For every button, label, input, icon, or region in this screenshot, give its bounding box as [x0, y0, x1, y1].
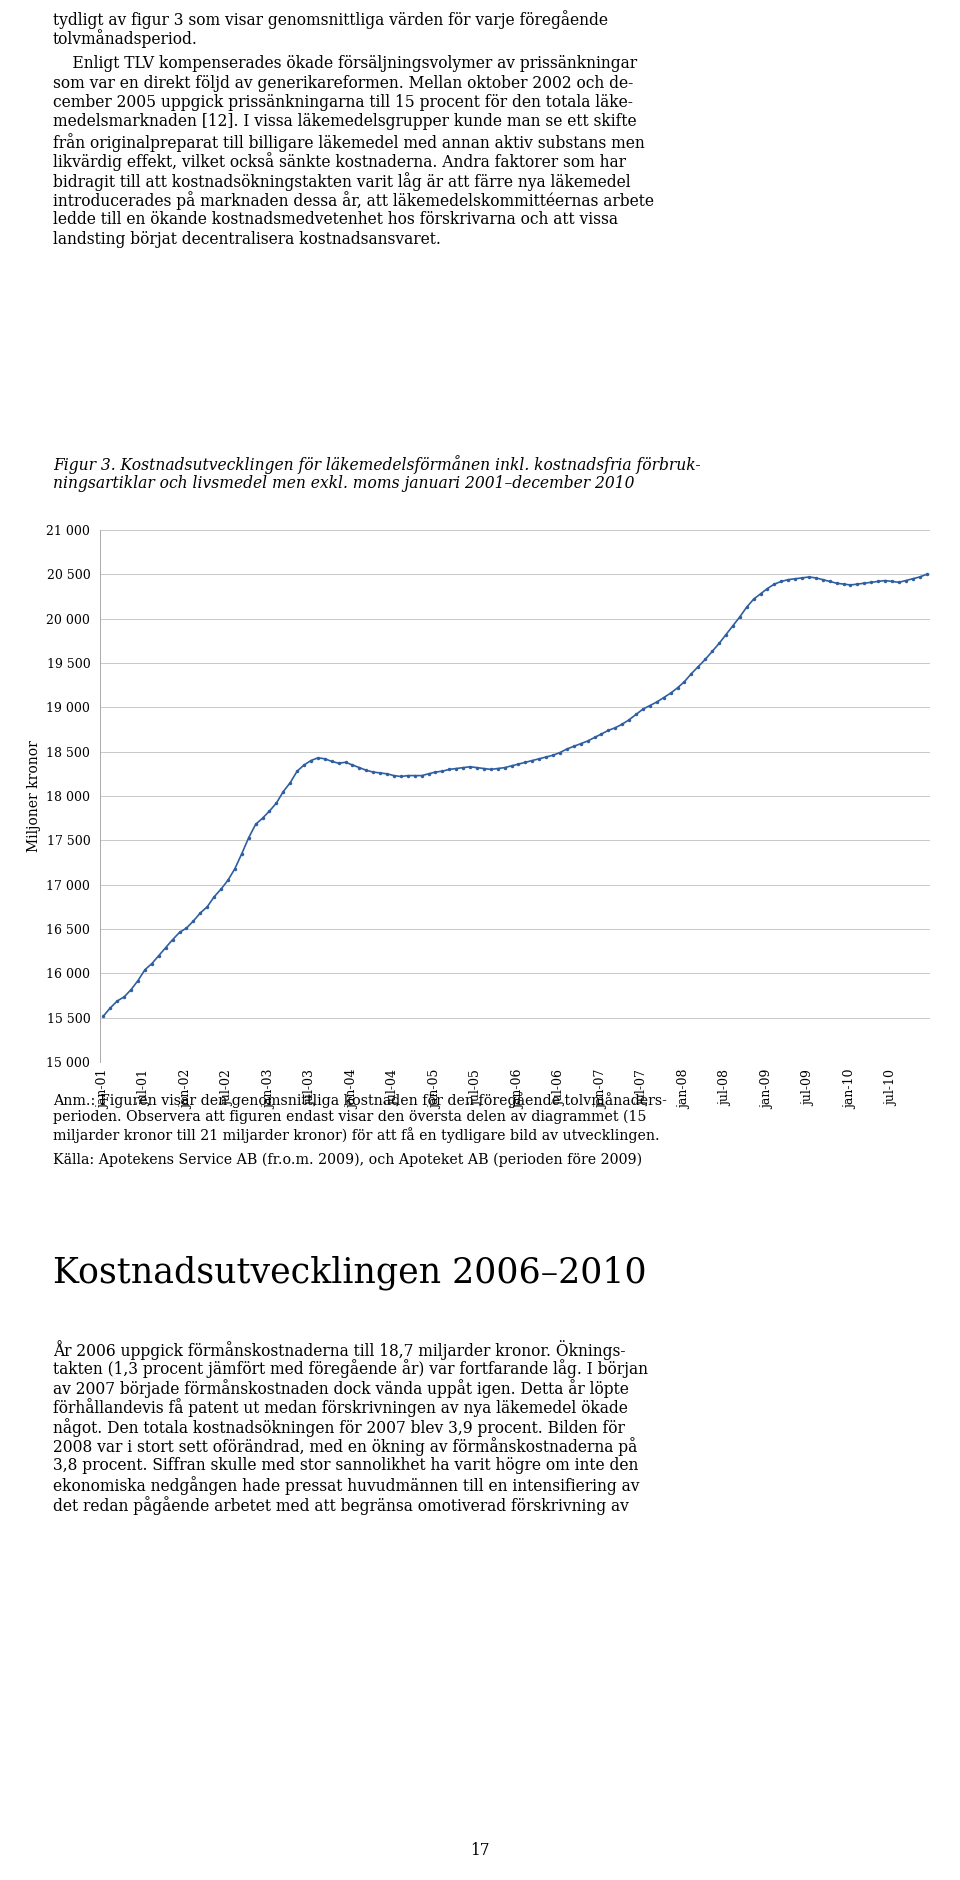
- Text: Anm.: Figuren visar den genomsnittliga kostnaden för den föregående tolvmånaders: Anm.: Figuren visar den genomsnittliga k…: [53, 1092, 667, 1107]
- Y-axis label: Miljoner kronor: Miljoner kronor: [27, 741, 40, 852]
- Text: 2008 var i stort sett oförändrad, med en ökning av förmånskostnaderna på: 2008 var i stort sett oförändrad, med en…: [53, 1438, 637, 1457]
- Text: förhållandevis få patent ut medan förskrivningen av nya läkemedel ökade: förhållandevis få patent ut medan förskr…: [53, 1399, 628, 1418]
- Text: ekonomiska nedgången hade pressat huvudmännen till en intensifiering av: ekonomiska nedgången hade pressat huvudm…: [53, 1476, 639, 1495]
- Text: bidragit till att kostnadsökningstakten varit låg är att färre nya läkemedel: bidragit till att kostnadsökningstakten …: [53, 171, 631, 192]
- Text: som var en direkt följd av generikareformen. Mellan oktober 2002 och de-: som var en direkt följd av generikarefor…: [53, 75, 634, 92]
- Text: Källa: Apotekens Service AB (fr.o.m. 2009), och Apoteket AB (perioden före 2009): Källa: Apotekens Service AB (fr.o.m. 200…: [53, 1152, 642, 1167]
- Text: miljarder kronor till 21 miljarder kronor) för att få en tydligare bild av utvec: miljarder kronor till 21 miljarder krono…: [53, 1126, 660, 1143]
- Text: 3,8 procent. Siffran skulle med stor sannolikhet ha varit högre om inte den: 3,8 procent. Siffran skulle med stor san…: [53, 1457, 638, 1474]
- Text: År 2006 uppgick förmånskostnaderna till 18,7 miljarder kronor. Öknings-: År 2006 uppgick förmånskostnaderna till …: [53, 1340, 626, 1359]
- Text: Enligt TLV kompenserades ökade försäljningsvolymer av prissänkningar: Enligt TLV kompenserades ökade försäljni…: [53, 55, 637, 71]
- Text: ledde till en ökande kostnadsmedvetenhet hos förskrivarna och att vissa: ledde till en ökande kostnadsmedvetenhet…: [53, 211, 618, 227]
- Text: det redan pågående arbetet med att begränsa omotiverad förskrivning av: det redan pågående arbetet med att begrä…: [53, 1496, 629, 1515]
- Text: likvärdig effekt, vilket också sänkte kostnaderna. Andra faktorer som har: likvärdig effekt, vilket också sänkte ko…: [53, 152, 626, 171]
- Text: cember 2005 uppgick prissänkningarna till 15 procent för den totala läke-: cember 2005 uppgick prissänkningarna til…: [53, 94, 633, 111]
- Text: introducerades på marknaden dessa år, att läkemedelskommittéernas arbete: introducerades på marknaden dessa år, at…: [53, 192, 654, 211]
- Text: tolvmånadsperiod.: tolvmånadsperiod.: [53, 30, 198, 49]
- Text: takten (1,3 procent jämfört med föregående år) var fortfarande låg. I början: takten (1,3 procent jämfört med föregåen…: [53, 1359, 648, 1378]
- Text: Figur 3. Kostnadsutvecklingen för läkemedelsförmånen inkl. kostnadsfria förbruk-: Figur 3. Kostnadsutvecklingen för läkeme…: [53, 455, 701, 474]
- Text: av 2007 började förmånskostnaden dock vända uppåt igen. Detta år löpte: av 2007 började förmånskostnaden dock vä…: [53, 1380, 629, 1399]
- Text: ningsartiklar och livsmedel men exkl. moms januari 2001–december 2010: ningsartiklar och livsmedel men exkl. mo…: [53, 474, 635, 491]
- Text: perioden. Observera att figuren endast visar den översta delen av diagrammet (15: perioden. Observera att figuren endast v…: [53, 1109, 646, 1124]
- Text: landsting börjat decentralisera kostnadsansvaret.: landsting börjat decentralisera kostnads…: [53, 231, 441, 248]
- Text: Kostnadsutvecklingen 2006–2010: Kostnadsutvecklingen 2006–2010: [53, 1256, 647, 1290]
- Text: något. Den totala kostnadsökningen för 2007 blev 3,9 procent. Bilden för: något. Den totala kostnadsökningen för 2…: [53, 1418, 625, 1436]
- Text: 17: 17: [470, 1842, 490, 1859]
- Text: tydligt av figur 3 som visar genomsnittliga värden för varje föregående: tydligt av figur 3 som visar genomsnittl…: [53, 9, 608, 28]
- Text: från originalpreparat till billigare läkemedel med annan aktiv substans men: från originalpreparat till billigare läk…: [53, 133, 645, 152]
- Text: medelsmarknaden [12]. I vissa läkemedelsgrupper kunde man se ett skifte: medelsmarknaden [12]. I vissa läkemedels…: [53, 113, 636, 130]
